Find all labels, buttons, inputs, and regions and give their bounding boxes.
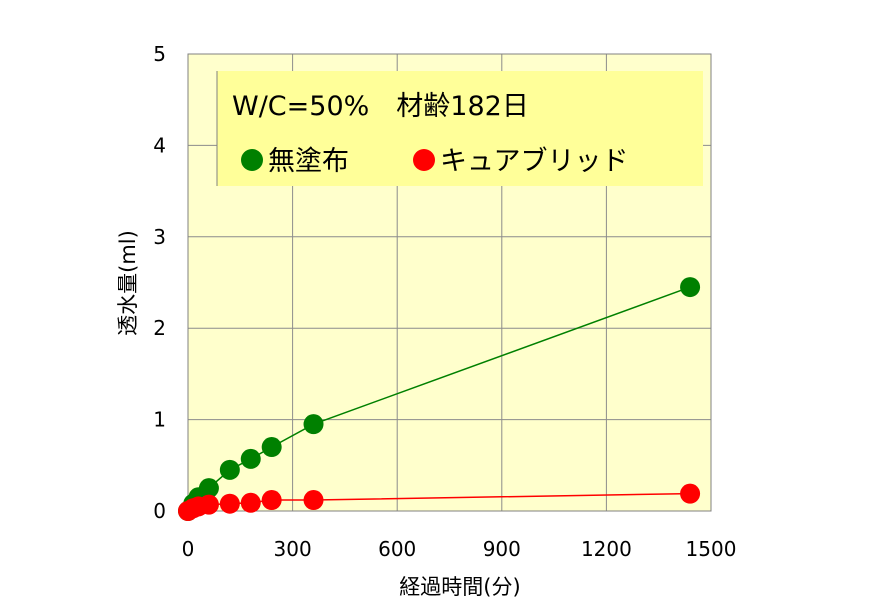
data-point-series-2 [261, 490, 282, 511]
legend: W/C=50% 材齢182日 無塗布 キュアブリッド [216, 71, 703, 186]
data-point-series-1 [198, 478, 219, 499]
x-tick-label: 900 [483, 537, 521, 561]
y-tick-label: 1 [153, 408, 166, 432]
data-point-series-1 [219, 459, 240, 480]
legend-label-series-1: 無塗布 [268, 146, 349, 177]
plot-border [187, 53, 712, 512]
data-point-series-2 [680, 483, 701, 504]
data-point-series-1 [261, 437, 282, 458]
x-tick-label: 0 [182, 537, 195, 561]
y-tick-label: 4 [153, 133, 166, 157]
legend-label-series-2: キュアブリッド [440, 146, 628, 177]
x-tick-labels: 0 300 600 900 1200 1500 [182, 537, 737, 561]
annotation-text: W/C=50% 材齢182日 [232, 91, 529, 122]
data-point-series-2 [198, 494, 219, 515]
x-tick-label: 300 [274, 537, 312, 561]
y-tick-label: 2 [153, 316, 166, 340]
series-points [178, 277, 701, 521]
legend-box [217, 71, 703, 186]
legend-marker-series-1 [241, 149, 263, 171]
x-tick-label: 1500 [686, 537, 737, 561]
data-point-series-2 [219, 493, 240, 514]
data-point-series-1 [240, 448, 261, 469]
data-point-series-2 [303, 490, 324, 511]
legend-marker-series-2 [413, 149, 435, 171]
y-tick-label: 0 [153, 499, 166, 523]
y-tick-label: 5 [153, 42, 166, 66]
x-tick-label: 1200 [581, 537, 632, 561]
data-point-series-2 [240, 492, 261, 513]
data-point-series-1 [680, 277, 701, 298]
y-tick-label: 3 [153, 225, 166, 249]
x-axis-title: 経過時間(分) [399, 575, 520, 599]
data-point-series-1 [303, 414, 324, 435]
y-axis-title: 透水量(ml) [116, 230, 140, 336]
x-tick-label: 600 [378, 537, 416, 561]
y-tick-labels: 0 1 2 3 4 5 [153, 42, 166, 523]
